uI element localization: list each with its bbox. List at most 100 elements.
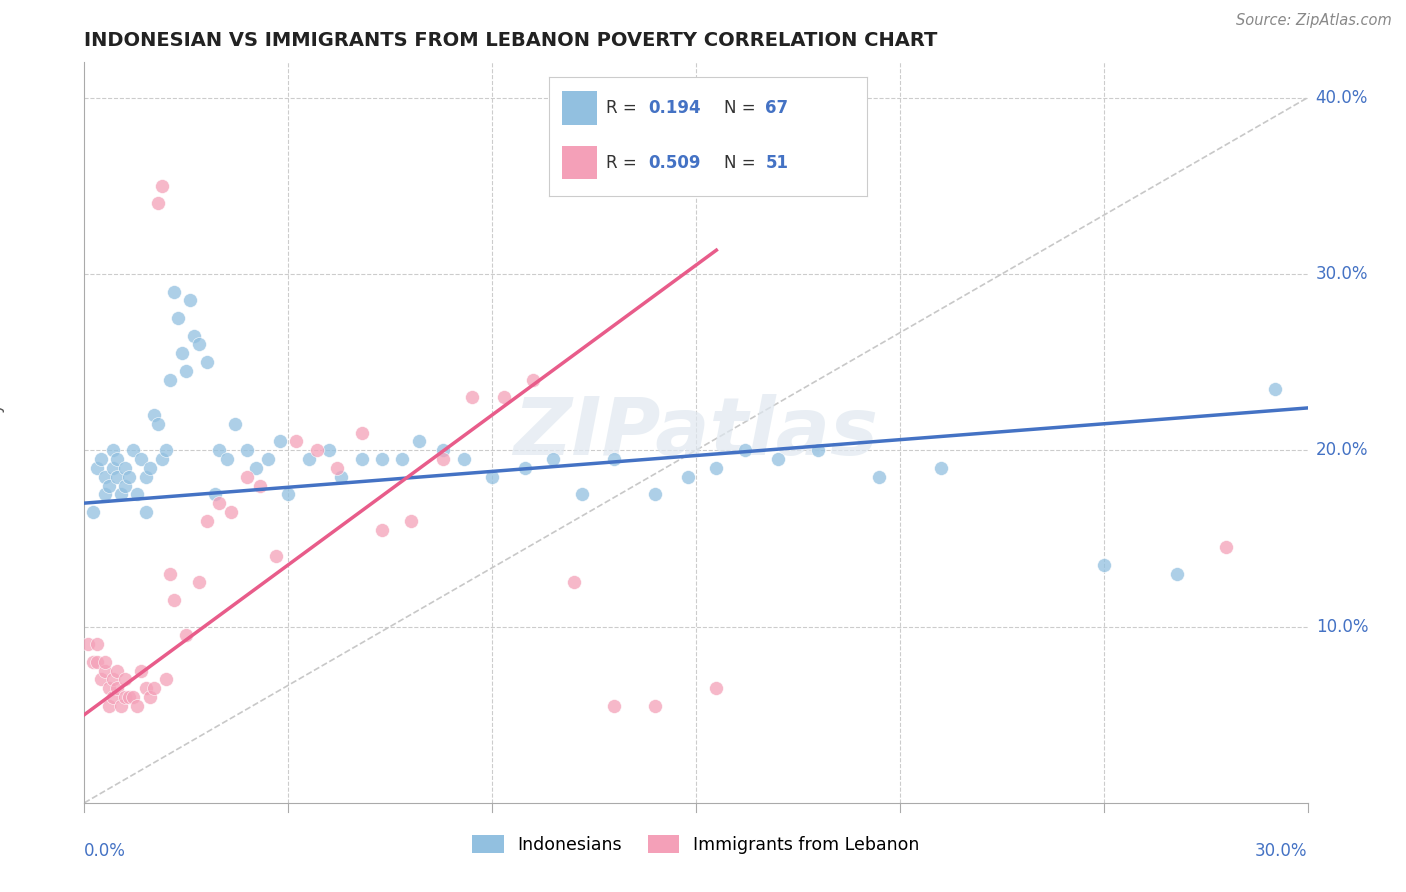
Point bbox=[146, 196, 169, 211]
Point bbox=[245, 461, 267, 475]
Point bbox=[453, 452, 475, 467]
Point bbox=[676, 469, 699, 483]
Point bbox=[142, 408, 165, 422]
Point bbox=[371, 523, 394, 537]
Point bbox=[208, 496, 231, 510]
Point bbox=[869, 469, 891, 483]
Point bbox=[298, 452, 321, 467]
Point bbox=[195, 514, 218, 528]
Point bbox=[1092, 558, 1115, 572]
Point bbox=[249, 478, 271, 492]
Point bbox=[706, 681, 728, 696]
Point bbox=[101, 673, 124, 687]
Point bbox=[318, 443, 340, 458]
Point bbox=[174, 364, 197, 378]
Point bbox=[101, 690, 124, 704]
Text: 0.0%: 0.0% bbox=[84, 841, 127, 860]
Point bbox=[571, 487, 593, 501]
Point bbox=[236, 469, 259, 483]
Point bbox=[208, 443, 231, 458]
Point bbox=[105, 469, 128, 483]
Point bbox=[86, 655, 108, 669]
Point bbox=[114, 673, 136, 687]
Point bbox=[929, 461, 952, 475]
Point bbox=[269, 434, 291, 449]
Point bbox=[110, 487, 132, 501]
Point bbox=[391, 452, 413, 467]
Point bbox=[114, 690, 136, 704]
Point bbox=[734, 443, 756, 458]
Point bbox=[97, 681, 120, 696]
Point bbox=[90, 673, 112, 687]
Text: 40.0%: 40.0% bbox=[1316, 88, 1368, 107]
Point bbox=[277, 487, 299, 501]
Point bbox=[159, 566, 181, 581]
Text: ZIPatlas: ZIPatlas bbox=[513, 393, 879, 472]
Point bbox=[93, 487, 115, 501]
Point bbox=[217, 452, 239, 467]
Point bbox=[82, 655, 104, 669]
Point bbox=[644, 698, 666, 713]
Point bbox=[174, 628, 197, 642]
Point bbox=[187, 575, 209, 590]
Text: Poverty: Poverty bbox=[0, 401, 4, 464]
Point bbox=[236, 443, 259, 458]
Point bbox=[766, 452, 789, 467]
Point bbox=[481, 469, 503, 483]
Point bbox=[195, 355, 218, 369]
Point bbox=[155, 443, 177, 458]
Point bbox=[204, 487, 226, 501]
Point bbox=[371, 452, 394, 467]
Point bbox=[461, 390, 484, 404]
Point bbox=[159, 373, 181, 387]
Text: 30.0%: 30.0% bbox=[1256, 841, 1308, 860]
Text: 20.0%: 20.0% bbox=[1316, 442, 1368, 459]
Point bbox=[118, 690, 141, 704]
Text: 30.0%: 30.0% bbox=[1316, 265, 1368, 283]
Point bbox=[118, 469, 141, 483]
Point bbox=[135, 469, 157, 483]
Point bbox=[82, 505, 104, 519]
Point bbox=[257, 452, 280, 467]
Legend: Indonesians, Immigrants from Lebanon: Indonesians, Immigrants from Lebanon bbox=[465, 828, 927, 861]
Point bbox=[305, 443, 328, 458]
Point bbox=[101, 443, 124, 458]
Point bbox=[1264, 382, 1286, 396]
Text: Source: ZipAtlas.com: Source: ZipAtlas.com bbox=[1236, 13, 1392, 29]
Point bbox=[408, 434, 430, 449]
Point bbox=[513, 461, 536, 475]
Point bbox=[138, 461, 160, 475]
Point bbox=[77, 637, 100, 651]
Point bbox=[326, 461, 349, 475]
Point bbox=[110, 698, 132, 713]
Point bbox=[807, 443, 830, 458]
Point bbox=[93, 469, 115, 483]
Point bbox=[644, 487, 666, 501]
Point bbox=[138, 690, 160, 704]
Point bbox=[105, 681, 128, 696]
Point bbox=[86, 637, 108, 651]
Point bbox=[127, 698, 149, 713]
Point bbox=[603, 698, 626, 713]
Point bbox=[150, 452, 173, 467]
Point bbox=[399, 514, 422, 528]
Point bbox=[432, 452, 454, 467]
Point bbox=[155, 673, 177, 687]
Point bbox=[1215, 540, 1237, 554]
Point bbox=[142, 681, 165, 696]
Point bbox=[97, 698, 120, 713]
Point bbox=[90, 452, 112, 467]
Text: INDONESIAN VS IMMIGRANTS FROM LEBANON POVERTY CORRELATION CHART: INDONESIAN VS IMMIGRANTS FROM LEBANON PO… bbox=[84, 30, 938, 50]
Point bbox=[330, 469, 353, 483]
Point bbox=[135, 505, 157, 519]
Point bbox=[224, 417, 246, 431]
Point bbox=[219, 505, 242, 519]
Point bbox=[122, 443, 145, 458]
Point bbox=[114, 461, 136, 475]
Point bbox=[86, 461, 108, 475]
Point bbox=[127, 487, 149, 501]
Point bbox=[706, 461, 728, 475]
Point bbox=[93, 664, 115, 678]
Point bbox=[494, 390, 516, 404]
Point bbox=[122, 690, 145, 704]
